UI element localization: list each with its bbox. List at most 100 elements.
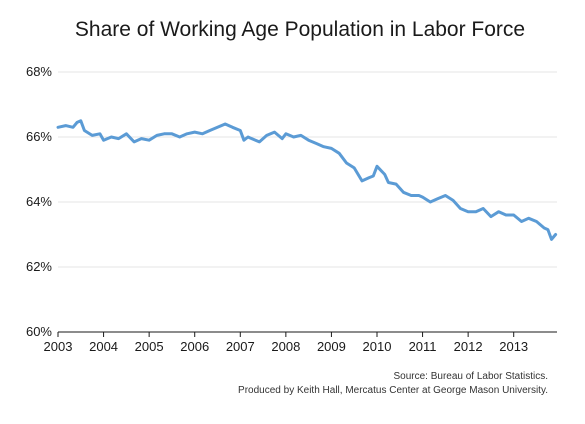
source-line: Source: Bureau of Labor Statistics.: [393, 371, 548, 382]
grid-layer: [58, 71, 557, 268]
x-tick-label: 2013: [499, 339, 528, 354]
data-point: [83, 129, 86, 132]
data-point: [395, 183, 397, 185]
x-tick-label: 2012: [454, 339, 483, 354]
data-point: [201, 133, 204, 135]
chart-title: Share of Working Age Population in Labor…: [75, 18, 525, 41]
data-point: [110, 136, 113, 138]
y-tick-label: 62%: [26, 259, 52, 274]
data-point: [376, 165, 378, 168]
data-point: [345, 162, 348, 164]
data-point: [209, 129, 211, 132]
series-line: [56, 119, 558, 241]
data-point: [418, 194, 420, 197]
y-tick-label: 64%: [26, 194, 52, 209]
data-point: [216, 126, 219, 129]
data-point: [125, 133, 128, 135]
data-point: [520, 220, 523, 223]
data-point: [140, 137, 143, 140]
data-point: [535, 220, 538, 223]
data-point: [193, 131, 196, 133]
data-point: [80, 120, 82, 122]
y-axis: 60% 62% 64% 66% 68%: [26, 64, 52, 339]
x-tick-label: 2003: [44, 339, 73, 354]
x-axis: 2003 2004 2005 2006 2007 2008 2009 2010 2011 2012…: [44, 331, 557, 354]
data-point: [171, 133, 173, 135]
data-point: [57, 126, 59, 129]
data-point: [281, 137, 284, 140]
data-point: [475, 210, 477, 213]
data-point: [243, 139, 245, 141]
y-tick-label: 66%: [26, 129, 52, 144]
data-point: [300, 134, 302, 137]
data-point: [258, 141, 261, 143]
data-point: [231, 126, 234, 129]
data-point: [554, 233, 557, 236]
data-point: [402, 191, 405, 194]
data-point: [292, 136, 295, 138]
x-tick-label: 2006: [180, 339, 209, 354]
data-point: [361, 180, 363, 182]
data-point: [436, 198, 439, 200]
data-point: [322, 145, 325, 148]
data-point: [410, 194, 413, 197]
data-point: [353, 167, 356, 169]
data-point: [250, 137, 253, 140]
data-point: [247, 136, 249, 138]
data-point: [452, 199, 454, 202]
data-point: [368, 176, 371, 179]
data-point: [265, 134, 268, 137]
data-point: [505, 214, 507, 216]
data-point: [239, 129, 242, 132]
data-point: [383, 173, 386, 176]
data-point: [543, 227, 545, 229]
data-point: [490, 215, 492, 218]
data-point: [178, 136, 181, 138]
data-point: [330, 147, 333, 150]
data-point: [91, 134, 93, 137]
data-point: [315, 142, 318, 145]
data-point: [387, 181, 390, 184]
data-point: [372, 175, 375, 177]
x-tick-label: 2007: [226, 339, 255, 354]
data-point: [64, 124, 67, 127]
data-point: [467, 210, 469, 213]
data-point: [421, 196, 424, 198]
x-tick-label: 2010: [363, 339, 392, 354]
data-point: [72, 126, 74, 129]
x-tick-label: 2011: [409, 339, 437, 354]
data-point: [133, 141, 135, 143]
data-point: [224, 123, 226, 125]
data-point: [148, 139, 150, 141]
data-point: [76, 121, 78, 124]
x-tick-label: 2005: [135, 339, 164, 354]
data-point: [444, 194, 447, 197]
data-point: [186, 133, 188, 135]
data-point: [497, 210, 500, 213]
data-point: [285, 133, 287, 135]
x-tick-label: 2008: [271, 339, 300, 354]
data-point: [482, 207, 485, 210]
data-point: [338, 152, 341, 155]
credit-line: Produced by Keith Hall, Mercatus Center …: [238, 385, 548, 396]
series-layer: [56, 119, 558, 241]
data-point: [429, 201, 432, 203]
x-tick-label: 2004: [89, 339, 118, 354]
data-point: [102, 139, 105, 141]
data-point: [512, 214, 515, 216]
x-tick-label: 2009: [317, 339, 346, 354]
data-point: [307, 139, 310, 141]
data-point: [550, 238, 553, 241]
data-point: [547, 228, 549, 231]
data-point: [163, 133, 165, 135]
data-point: [459, 207, 462, 210]
data-point: [273, 131, 276, 133]
data-point: [156, 134, 158, 137]
data-point: [117, 137, 120, 140]
data-point: [527, 217, 530, 220]
data-point: [99, 133, 101, 135]
y-tick-label: 68%: [26, 64, 52, 79]
y-tick-label: 60%: [26, 324, 52, 339]
